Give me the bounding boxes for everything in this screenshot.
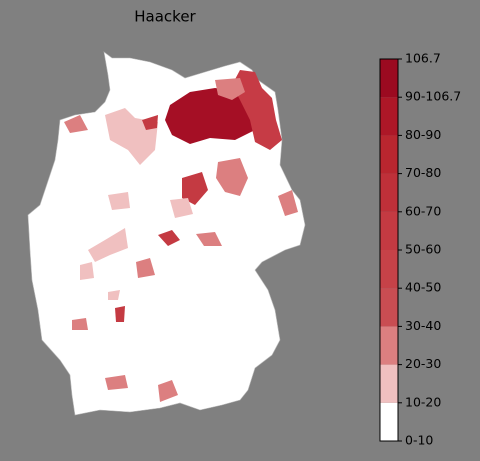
region xyxy=(115,306,125,322)
colorbar-label: 30-40 xyxy=(405,318,441,333)
colorbar-label: 70-80 xyxy=(405,165,441,180)
region xyxy=(182,172,208,205)
colorbar-segment xyxy=(380,97,398,136)
colorbar-segment xyxy=(380,211,398,250)
colorbar-label: 90-106.7 xyxy=(405,89,461,104)
region xyxy=(278,190,298,216)
colorbar-label: 106.7 xyxy=(405,51,441,66)
region xyxy=(72,318,88,330)
colorbar-segment xyxy=(380,326,398,365)
colorbar-segment xyxy=(380,173,398,212)
region xyxy=(136,258,155,278)
colorbar-label: 10-20 xyxy=(405,394,441,409)
colorbar-segment xyxy=(380,364,398,403)
map-title: Haacker xyxy=(134,8,196,26)
region xyxy=(108,192,130,210)
colorbar-segment xyxy=(380,59,398,98)
colorbar-segment xyxy=(380,250,398,289)
colorbar-label: 50-60 xyxy=(405,242,441,257)
germany-map xyxy=(27,51,306,416)
region xyxy=(105,375,128,390)
region xyxy=(88,228,128,262)
colorbar-segment xyxy=(380,288,398,327)
region xyxy=(80,262,94,280)
colorbar-label: 40-50 xyxy=(405,280,441,295)
region xyxy=(158,230,180,246)
region xyxy=(215,78,245,100)
colorbar-label: 60-70 xyxy=(405,203,441,218)
colorbar-segment xyxy=(380,402,398,441)
region xyxy=(170,198,193,218)
colorbar-label: 0-10 xyxy=(405,433,433,448)
region xyxy=(165,88,258,144)
region xyxy=(108,290,120,300)
region xyxy=(196,232,222,246)
region xyxy=(142,115,158,130)
region xyxy=(64,115,88,133)
region xyxy=(216,158,248,196)
colorbar: 0-10 10-20 20-30 30-40 40-50 50-60 60-70 70-80 8… xyxy=(379,51,461,448)
colorbar-label: 80-90 xyxy=(405,127,441,142)
region xyxy=(232,70,282,150)
region xyxy=(158,380,178,402)
colorbar-label: 20-30 xyxy=(405,356,441,371)
colorbar-segment xyxy=(380,135,398,174)
